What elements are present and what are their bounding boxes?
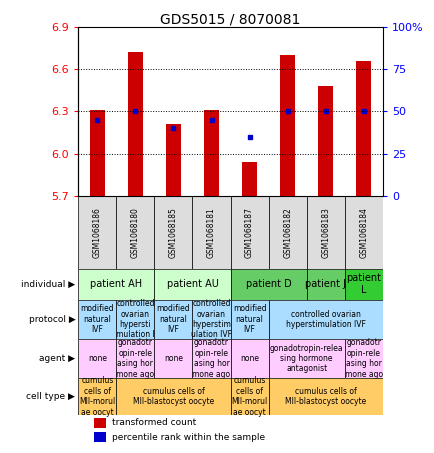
- Text: none: none: [164, 354, 183, 363]
- Text: GSM1068185: GSM1068185: [168, 207, 178, 258]
- FancyBboxPatch shape: [306, 196, 344, 269]
- Bar: [128, 53, 143, 196]
- Bar: [89, 110, 105, 196]
- FancyBboxPatch shape: [154, 339, 192, 378]
- FancyBboxPatch shape: [268, 378, 382, 415]
- Text: none: none: [88, 354, 107, 363]
- Bar: [241, 162, 256, 196]
- FancyBboxPatch shape: [306, 269, 344, 299]
- Text: patient AH: patient AH: [90, 279, 142, 289]
- Bar: [204, 110, 219, 196]
- Text: percentile rank within the sample: percentile rank within the sample: [112, 433, 264, 442]
- Text: cumulus
cells of
MII-morul
ae oocyt: cumulus cells of MII-morul ae oocyt: [79, 376, 115, 417]
- Text: patient AU: patient AU: [166, 279, 218, 289]
- Text: controlled
ovarian
hypersti
mulation I: controlled ovarian hypersti mulation I: [116, 299, 155, 339]
- Bar: [279, 55, 295, 196]
- Text: protocol ▶: protocol ▶: [29, 315, 75, 324]
- FancyBboxPatch shape: [230, 269, 306, 299]
- FancyBboxPatch shape: [154, 299, 192, 339]
- Bar: [317, 86, 332, 196]
- Text: GSM1068182: GSM1068182: [283, 207, 292, 258]
- Text: gonadotr
opin-rele
asing hor
mone ago: gonadotr opin-rele asing hor mone ago: [344, 338, 382, 379]
- FancyBboxPatch shape: [116, 339, 154, 378]
- Text: agent ▶: agent ▶: [39, 354, 75, 363]
- Text: patient J: patient J: [305, 279, 345, 289]
- Text: modified
natural
IVF: modified natural IVF: [232, 304, 266, 334]
- Text: GSM1068181: GSM1068181: [207, 207, 216, 258]
- Bar: [93, 432, 105, 443]
- FancyBboxPatch shape: [116, 378, 230, 415]
- Text: patient D: patient D: [245, 279, 291, 289]
- FancyBboxPatch shape: [344, 196, 382, 269]
- Text: GSM1068183: GSM1068183: [320, 207, 329, 258]
- Text: cumulus
cells of
MII-morul
ae oocyt: cumulus cells of MII-morul ae oocyt: [231, 376, 267, 417]
- Text: gonadotr
opin-rele
asing hor
mone ago: gonadotr opin-rele asing hor mone ago: [192, 338, 230, 379]
- Bar: [355, 61, 371, 196]
- FancyBboxPatch shape: [230, 339, 268, 378]
- FancyBboxPatch shape: [344, 269, 382, 299]
- FancyBboxPatch shape: [192, 299, 230, 339]
- FancyBboxPatch shape: [230, 299, 268, 339]
- FancyBboxPatch shape: [78, 378, 116, 415]
- Text: none: none: [240, 354, 259, 363]
- Text: controlled
ovarian
hyperstim
ulation IVF: controlled ovarian hyperstim ulation IVF: [191, 299, 231, 339]
- Title: GDS5015 / 8070081: GDS5015 / 8070081: [160, 12, 300, 26]
- Text: individual ▶: individual ▶: [21, 280, 75, 289]
- FancyBboxPatch shape: [78, 299, 116, 339]
- FancyBboxPatch shape: [344, 339, 382, 378]
- Text: cell type ▶: cell type ▶: [26, 392, 75, 401]
- FancyBboxPatch shape: [192, 196, 230, 269]
- FancyBboxPatch shape: [116, 196, 154, 269]
- Text: cumulus cells of
MII-blastocyst oocyte: cumulus cells of MII-blastocyst oocyte: [132, 387, 214, 406]
- Text: GSM1068184: GSM1068184: [358, 207, 368, 258]
- FancyBboxPatch shape: [116, 299, 154, 339]
- Text: GSM1068180: GSM1068180: [131, 207, 140, 258]
- Text: patient
L: patient L: [345, 273, 380, 295]
- FancyBboxPatch shape: [78, 269, 154, 299]
- Bar: [165, 124, 181, 196]
- FancyBboxPatch shape: [154, 196, 192, 269]
- FancyBboxPatch shape: [192, 339, 230, 378]
- Text: controlled ovarian
hyperstimulation IVF: controlled ovarian hyperstimulation IVF: [285, 309, 365, 329]
- Text: GSM1068187: GSM1068187: [244, 207, 253, 258]
- FancyBboxPatch shape: [154, 269, 230, 299]
- FancyBboxPatch shape: [268, 196, 306, 269]
- Text: cumulus cells of
MII-blastocyst oocyte: cumulus cells of MII-blastocyst oocyte: [284, 387, 365, 406]
- FancyBboxPatch shape: [268, 299, 382, 339]
- FancyBboxPatch shape: [78, 339, 116, 378]
- Bar: [93, 418, 105, 428]
- FancyBboxPatch shape: [230, 196, 268, 269]
- FancyBboxPatch shape: [268, 339, 344, 378]
- Text: gonadotr
opin-rele
asing hor
mone ago: gonadotr opin-rele asing hor mone ago: [116, 338, 154, 379]
- Text: gonadotropin-relea
sing hormone
antagonist: gonadotropin-relea sing hormone antagoni…: [269, 344, 343, 373]
- Text: transformed count: transformed count: [112, 418, 196, 427]
- FancyBboxPatch shape: [78, 196, 116, 269]
- Text: modified
natural
IVF: modified natural IVF: [156, 304, 190, 334]
- FancyBboxPatch shape: [230, 378, 268, 415]
- Text: GSM1068186: GSM1068186: [92, 207, 102, 258]
- Text: modified
natural
IVF: modified natural IVF: [80, 304, 114, 334]
